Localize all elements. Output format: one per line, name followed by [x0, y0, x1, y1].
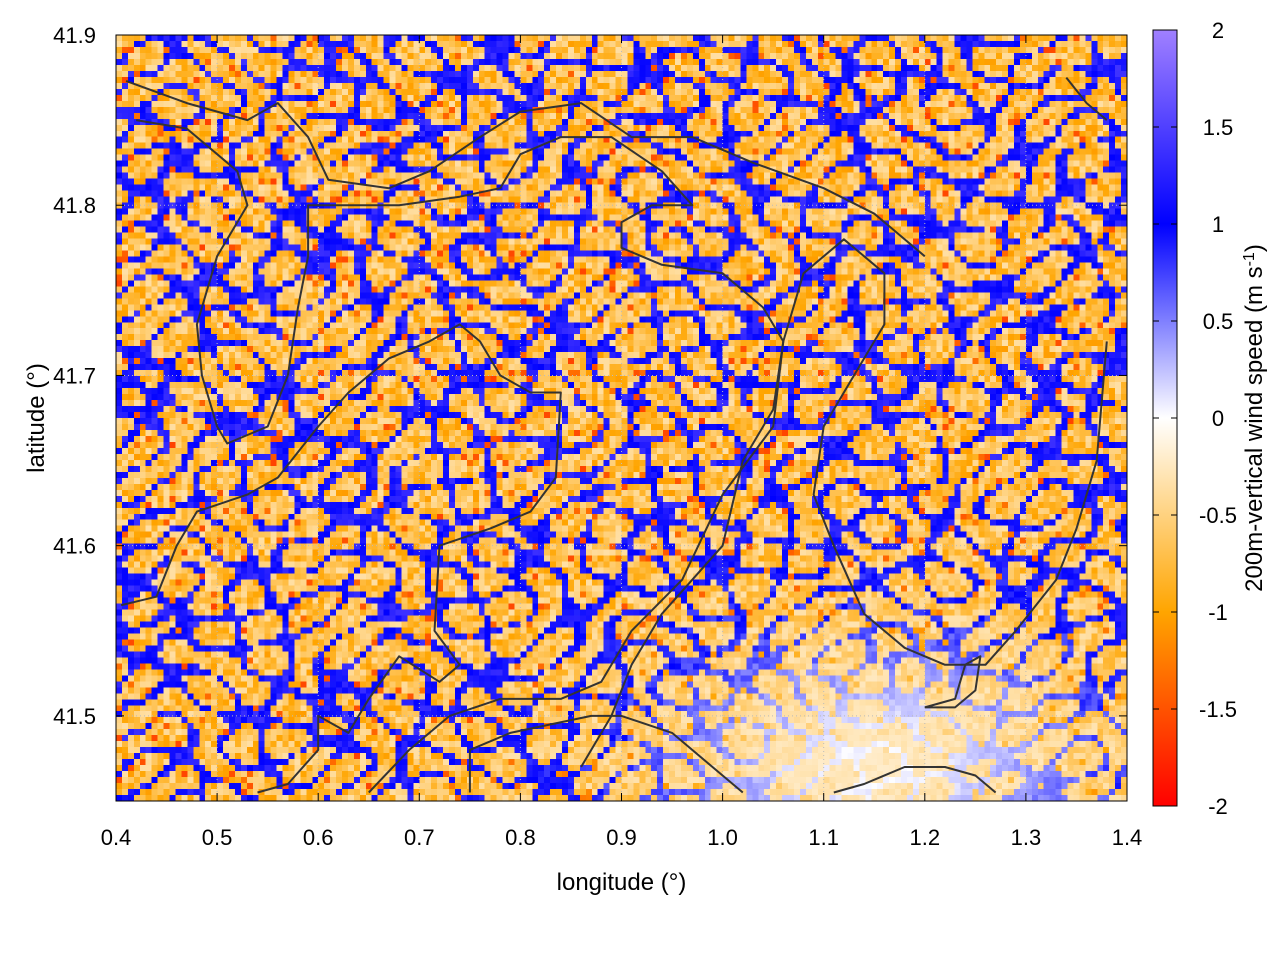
y-tick-label: 41.5: [53, 704, 96, 729]
contour-line: [125, 80, 926, 258]
x-tick-label: 1.2: [910, 825, 941, 850]
colorbar-label-end: ): [1241, 244, 1268, 252]
contour-line: [136, 119, 785, 768]
colorbar-label-main: 200m-vertical wind speed (m s: [1241, 266, 1268, 591]
y-tick-label: 41.9: [53, 23, 96, 48]
colorbar-ticks: 2 1.5 1 0.5 0 -0.5 -1 -1.5 -2: [1153, 18, 1237, 819]
x-tick-label: 1.4: [1112, 825, 1143, 850]
x-tick-label: 0.6: [303, 825, 334, 850]
y-tick-label: 41.7: [53, 363, 96, 388]
x-tick-label: 0.4: [101, 825, 132, 850]
y-axis-label: latitude (°): [23, 363, 50, 473]
colorbar-tick-label: 0: [1212, 406, 1224, 431]
contour-line: [924, 655, 982, 709]
contour-line: [468, 714, 744, 794]
x-axis-label: longitude (°): [557, 869, 687, 896]
colorbar-label: 200m-vertical wind speed (m s-1): [1241, 244, 1269, 592]
contour-line: [1065, 76, 1108, 121]
contour-line: [120, 323, 562, 794]
colorbar-tick-label: -2: [1208, 794, 1228, 819]
contour-line: [368, 238, 1108, 794]
heatmap-image: [116, 35, 1127, 801]
colorbar-tick-label: -1: [1208, 600, 1228, 625]
colorbar-tick-label: 0.5: [1203, 309, 1234, 334]
colorbar-label-sup: -1: [1241, 252, 1258, 266]
colorbar-tick-label: -1.5: [1199, 697, 1237, 722]
x-tick-label: 0.7: [404, 825, 435, 850]
colorbar-tick-label: 1.5: [1203, 115, 1234, 140]
y-axis-ticks: 41.5 41.6 41.7 41.8 41.9: [53, 23, 1127, 729]
heatmap-cells: [116, 35, 1127, 801]
colorbar-tick-label: -0.5: [1199, 503, 1237, 528]
x-axis-ticks: 0.4 0.5 0.6 0.7 0.8 0.9 1.0 1.1 1.2 1.3 1.4: [101, 35, 1143, 850]
x-tick-label: 0.5: [202, 825, 233, 850]
y-tick-label: 41.6: [53, 534, 96, 559]
contour-lines: [120, 76, 1108, 794]
colorbar-tick-label: 2: [1212, 18, 1224, 43]
x-tick-label: 0.9: [606, 825, 637, 850]
contour-line: [833, 766, 997, 794]
x-tick-label: 1.1: [808, 825, 839, 850]
x-tick-label: 0.8: [505, 825, 536, 850]
x-tick-label: 1.0: [707, 825, 738, 850]
colorbar-tick-label: 1: [1212, 212, 1224, 237]
y-tick-label: 41.8: [53, 193, 96, 218]
x-tick-label: 1.3: [1011, 825, 1042, 850]
